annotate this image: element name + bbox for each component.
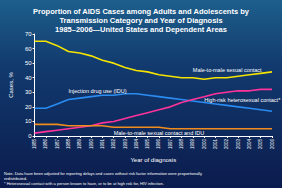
svg-text:1994: 1994 <box>134 139 139 150</box>
svg-text:1989: 1989 <box>77 139 82 150</box>
svg-text:2006: 2006 <box>270 139 275 150</box>
svg-text:2005: 2005 <box>258 139 263 150</box>
svg-text:20: 20 <box>25 104 32 110</box>
svg-text:1987: 1987 <box>55 139 60 150</box>
svg-text:1986: 1986 <box>43 139 48 150</box>
svg-text:Male-to-male sexual contact an: Male-to-male sexual contact and IDU <box>114 130 205 136</box>
svg-text:2001: 2001 <box>213 139 218 150</box>
svg-text:1991: 1991 <box>100 139 105 150</box>
svg-text:redistributed.: redistributed. <box>4 176 28 181</box>
svg-text:1999: 1999 <box>190 139 195 150</box>
svg-text:40: 40 <box>25 75 32 81</box>
svg-text:1996: 1996 <box>156 139 161 150</box>
svg-text:1993: 1993 <box>123 139 128 150</box>
svg-text:Note. Data have been adjusted: Note. Data have been adjusted for report… <box>4 171 202 176</box>
svg-text:Male-to-male sexual contact: Male-to-male sexual contact <box>193 67 262 73</box>
svg-text:1997: 1997 <box>168 139 173 150</box>
svg-text:50: 50 <box>25 60 32 66</box>
svg-text:2004: 2004 <box>247 139 252 150</box>
svg-text:1992: 1992 <box>111 139 116 150</box>
svg-text:Proportion of AIDS Cases among: Proportion of AIDS Cases among Adults an… <box>33 7 250 16</box>
svg-text:2002: 2002 <box>224 139 229 150</box>
svg-text:10: 10 <box>25 118 32 124</box>
svg-text:30: 30 <box>25 89 32 95</box>
svg-text:Transmission Category and Year: Transmission Category and Year of Diagno… <box>59 16 222 25</box>
svg-text:60: 60 <box>25 46 32 52</box>
svg-text:Year of diagnosis: Year of diagnosis <box>130 157 176 163</box>
svg-text:1990: 1990 <box>89 139 94 150</box>
svg-text:2000: 2000 <box>202 139 207 150</box>
svg-text:High-risk heterosexual contact: High-risk heterosexual contact* <box>204 97 281 103</box>
svg-text:0: 0 <box>28 133 32 139</box>
svg-text:Injection drug use (IDU): Injection drug use (IDU) <box>68 88 126 94</box>
svg-text:* Heterosexual contact with a: * Heterosexual contact with a person kno… <box>4 181 164 186</box>
svg-text:1995: 1995 <box>145 139 150 150</box>
svg-text:1998: 1998 <box>179 139 184 150</box>
svg-text:1985: 1985 <box>32 139 37 150</box>
svg-text:1985–2006—United States and De: 1985–2006—United States and Dependent Ar… <box>55 25 227 34</box>
svg-text:Cases, %: Cases, % <box>8 72 14 98</box>
svg-text:1988: 1988 <box>66 139 71 150</box>
svg-text:70: 70 <box>25 31 32 37</box>
svg-text:2003: 2003 <box>236 139 241 150</box>
